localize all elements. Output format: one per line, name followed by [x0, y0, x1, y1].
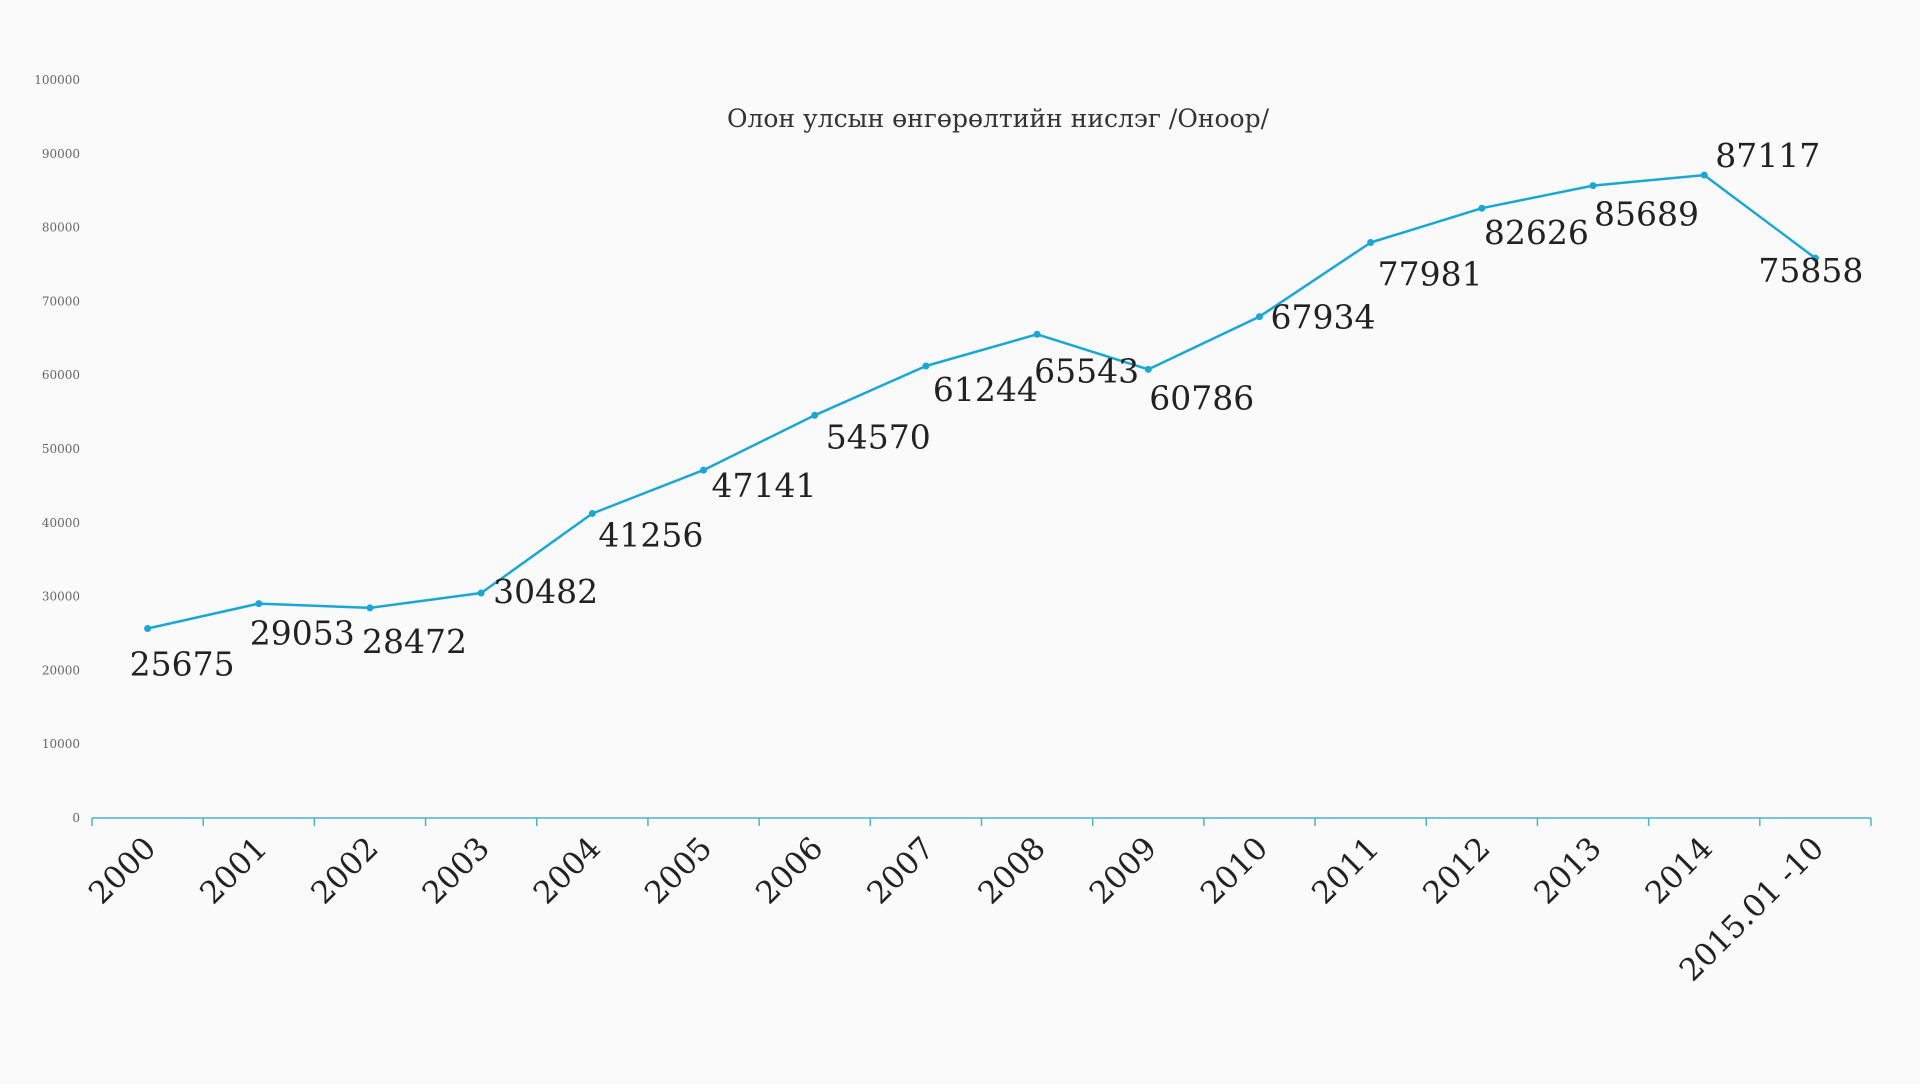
y-tick-label: 90000	[42, 147, 80, 161]
x-tick-label: 2000	[82, 830, 163, 911]
data-label: 30482	[493, 572, 598, 611]
x-tick-label: 2014	[1639, 830, 1720, 911]
data-point	[1144, 365, 1152, 373]
y-tick-label: 50000	[42, 442, 80, 456]
data-point	[588, 510, 596, 518]
data-label: 65543	[1034, 351, 1139, 390]
data-label: 47141	[712, 466, 817, 505]
y-tick-label: 80000	[42, 221, 80, 235]
y-tick-label: 20000	[42, 663, 80, 677]
data-labels: 25675 29053 28472 3048241256471415457061244…	[130, 136, 1864, 683]
data-point	[1478, 204, 1486, 212]
data-point	[1033, 330, 1041, 338]
x-tick-label: 2007	[860, 830, 941, 911]
data-point	[922, 362, 930, 370]
x-tick-label: 2005	[638, 830, 719, 911]
y-tick-label: 0	[72, 811, 80, 825]
data-point	[1700, 171, 1708, 179]
y-tick-label: 40000	[42, 516, 80, 530]
y-tick-label: 60000	[42, 368, 80, 382]
x-tick-label: 2008	[971, 830, 1052, 911]
data-label: 25675	[130, 645, 235, 684]
x-tick-label: 2001	[193, 830, 274, 911]
x-tick-label: 2013	[1527, 830, 1608, 911]
data-point	[1589, 182, 1597, 190]
y-tick-label: 70000	[42, 294, 80, 308]
data-label: 61244	[933, 370, 1038, 409]
x-tick-label: 2010	[1194, 830, 1275, 911]
data-label: 82626	[1484, 213, 1589, 252]
data-point	[700, 466, 708, 474]
data-point	[144, 625, 152, 633]
data-point	[477, 589, 485, 597]
data-point	[366, 604, 374, 612]
data-label: 75858	[1758, 251, 1863, 290]
series-line	[147, 173, 1817, 630]
data-label: 29053	[250, 614, 355, 653]
data-label: 77981	[1378, 255, 1483, 294]
x-tick-label: 2006	[749, 830, 830, 911]
data-label: 41256	[598, 516, 703, 555]
data-point	[811, 411, 819, 419]
x-tick-label: 2003	[416, 830, 497, 911]
data-point	[255, 600, 263, 608]
data-point	[1367, 239, 1375, 247]
data-label: 28472	[362, 622, 467, 661]
data-label: 67934	[1270, 298, 1375, 337]
data-label: 87117	[1715, 136, 1820, 175]
chart-title: Олон улсын өнгөрөлтийн нислэг /Оноор/	[727, 104, 1270, 133]
data-label: 85689	[1594, 195, 1699, 234]
y-tick-label: 10000	[42, 737, 80, 751]
x-tick-label: 2002	[304, 830, 385, 911]
x-axis: 2000 2001 2002 2003 2004 2005 2006 2007 2008 2009…	[82, 817, 1872, 989]
data-point	[1255, 313, 1263, 321]
y-tick-label: 100000	[34, 73, 80, 87]
x-tick-label: 2004	[527, 830, 608, 911]
x-tick-label: 2009	[1083, 830, 1164, 911]
y-tick-label: 30000	[42, 590, 80, 604]
data-label: 60786	[1149, 378, 1254, 417]
x-tick-label: 2011	[1305, 830, 1386, 911]
y-axis: 0 10000 20000 30000 40000 50000 60000 70000 8000…	[34, 73, 80, 825]
data-point	[1811, 254, 1819, 262]
data-series	[144, 171, 1819, 633]
data-label: 54570	[826, 417, 931, 456]
x-tick-label: 2012	[1416, 830, 1497, 911]
